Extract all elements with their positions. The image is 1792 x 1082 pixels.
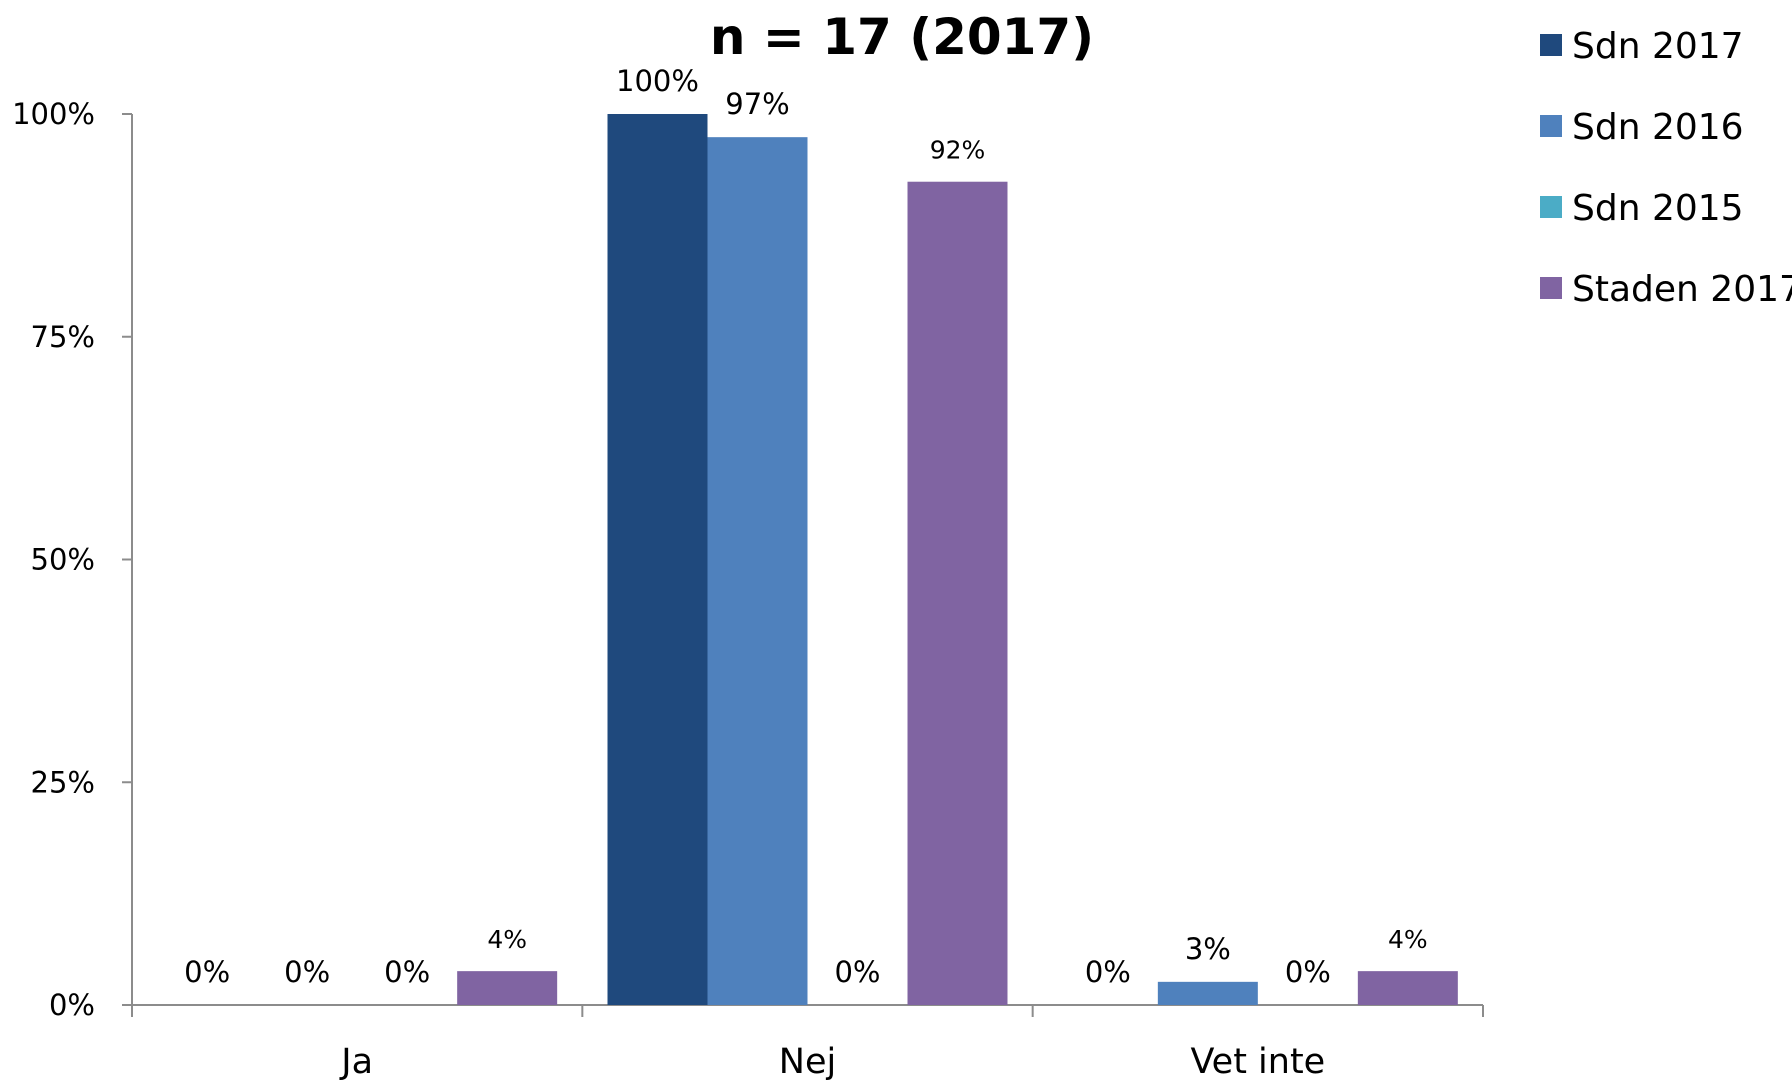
- y-tick-label: 75%: [31, 320, 95, 354]
- data-label: 0%: [184, 955, 230, 989]
- y-tick-label: 25%: [31, 765, 95, 799]
- data-label: 100%: [616, 64, 699, 98]
- bar: [1357, 971, 1458, 1005]
- legend-label: Staden 2017: [1572, 269, 1792, 310]
- bar: [707, 137, 808, 1005]
- legend-swatch: [1540, 34, 1562, 56]
- y-tick-label: 100%: [12, 97, 95, 131]
- bar: [907, 181, 1008, 1005]
- legend-label: Sdn 2017: [1572, 26, 1744, 67]
- data-label: 97%: [725, 87, 789, 121]
- x-category-label: Ja: [339, 1042, 373, 1082]
- bars: [457, 114, 1458, 1005]
- axes: 0% 25% 50% 75% 100% Ja Nej Vet inte: [12, 97, 1484, 1082]
- data-label: 0%: [834, 955, 880, 989]
- legend-label: Sdn 2015: [1572, 188, 1744, 229]
- chart-title: n = 17 (2017): [710, 8, 1094, 66]
- data-labels: 0% 0% 0% 4% 100% 97% 0% 92% 0% 3% 0% 4%: [184, 64, 1428, 989]
- data-label: 4%: [487, 925, 527, 954]
- x-category-label: Nej: [779, 1042, 836, 1082]
- y-tick-label: 50%: [31, 543, 95, 577]
- legend-swatch: [1540, 196, 1562, 218]
- legend-label: Sdn 2016: [1572, 107, 1744, 148]
- legend-swatch: [1540, 277, 1562, 299]
- data-label: 3%: [1185, 932, 1231, 966]
- x-category-label: Vet inte: [1190, 1042, 1325, 1082]
- data-label: 0%: [1285, 955, 1331, 989]
- y-tick-label: 0%: [49, 988, 95, 1022]
- data-label: 4%: [1388, 925, 1428, 954]
- bar: [607, 114, 708, 1005]
- data-label: 0%: [284, 955, 330, 989]
- legend: Sdn 2017 Sdn 2016 Sdn 2015 Staden 2017: [1540, 26, 1792, 310]
- data-label: 92%: [930, 136, 986, 165]
- data-label: 0%: [384, 955, 430, 989]
- legend-swatch: [1540, 115, 1562, 137]
- bar: [457, 971, 558, 1005]
- data-label: 0%: [1085, 955, 1131, 989]
- bar: [1157, 981, 1258, 1005]
